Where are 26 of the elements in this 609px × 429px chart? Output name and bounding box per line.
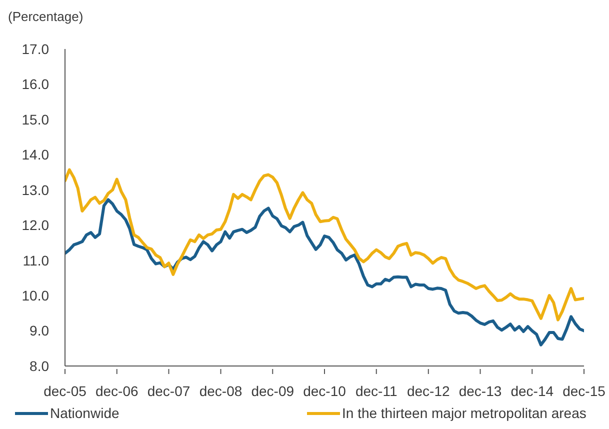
x-tick-label: dec-05 (44, 383, 87, 399)
x-tick-label: dec-12 (406, 383, 450, 399)
x-tick-label: dec-15 (562, 383, 606, 399)
x-tick-label: dec-08 (199, 383, 242, 399)
y-tick-label: 12.0 (22, 217, 50, 234)
x-tick-label: dec-11 (355, 383, 398, 399)
legend-label: Nationwide (50, 405, 120, 421)
line-series (65, 168, 584, 322)
y-tick-label: 9.0 (30, 322, 50, 339)
y-axis-title: (Percentage) (8, 9, 84, 24)
y-tick-label: 16.0 (22, 76, 50, 92)
y-tick-label: 14.0 (22, 146, 50, 163)
y-tick-label: 15.0 (22, 111, 50, 128)
x-tick-label: dec-07 (147, 383, 190, 399)
legend-label: In the thirteen major metropolitan areas (342, 405, 586, 421)
x-tick-label: dec-13 (458, 383, 502, 399)
x-tick-label: dec-14 (510, 383, 554, 399)
x-tick-label: dec-10 (303, 383, 346, 399)
x-tick-label: dec-09 (251, 383, 294, 399)
y-tick-label: 8.0 (30, 358, 50, 374)
y-tick-label: 11.0 (22, 252, 50, 268)
y-tick-label: 10.0 (22, 288, 50, 304)
y-tick-label: 13.0 (22, 182, 50, 198)
line-series (65, 198, 584, 346)
y-tick-label: 17.0 (22, 40, 50, 57)
x-tick-label: dec-06 (95, 383, 138, 399)
